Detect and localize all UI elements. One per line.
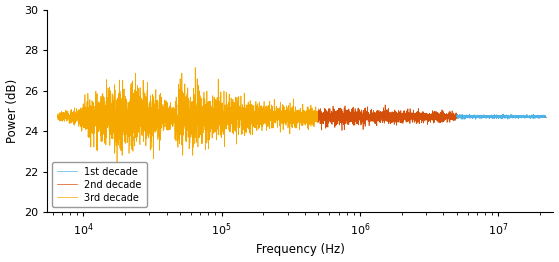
2nd decade (382, 103, 389, 106)
1st decade (491, 115, 498, 118)
3rd decade (165, 106, 172, 110)
2nd decade (378, 119, 385, 122)
Y-axis label: Power (dB): Power (dB) (6, 79, 18, 143)
3rd decade (54, 112, 61, 116)
2nd decade (449, 116, 456, 119)
X-axis label: Frequency (Hz): Frequency (Hz) (256, 243, 345, 256)
2nd decade (453, 117, 460, 120)
3rd decade (192, 66, 198, 69)
3rd decade (113, 165, 120, 168)
2nd decade (322, 119, 329, 122)
1st decade (542, 115, 549, 118)
3rd decade (310, 114, 317, 117)
1st decade (495, 115, 501, 118)
2nd decade (315, 107, 322, 111)
1st decade (500, 112, 506, 116)
Line: 3rd decade: 3rd decade (58, 68, 319, 167)
1st decade (459, 118, 466, 121)
Legend: 1st decade, 2nd decade, 3rd decade: 1st decade, 2nd decade, 3rd decade (52, 162, 146, 208)
2nd decade (382, 117, 389, 120)
Line: 1st decade: 1st decade (457, 114, 546, 119)
3rd decade (282, 122, 288, 125)
3rd decade (154, 116, 161, 119)
1st decade (493, 115, 500, 118)
Line: 2nd decade: 2nd decade (319, 105, 457, 130)
2nd decade (339, 129, 345, 132)
3rd decade (315, 114, 322, 117)
3rd decade (100, 133, 106, 136)
2nd decade (424, 115, 431, 118)
1st decade (453, 115, 460, 118)
1st decade (460, 115, 467, 118)
2nd decade (449, 113, 456, 116)
1st decade (464, 116, 471, 119)
3rd decade (84, 127, 91, 130)
1st decade (504, 118, 511, 121)
